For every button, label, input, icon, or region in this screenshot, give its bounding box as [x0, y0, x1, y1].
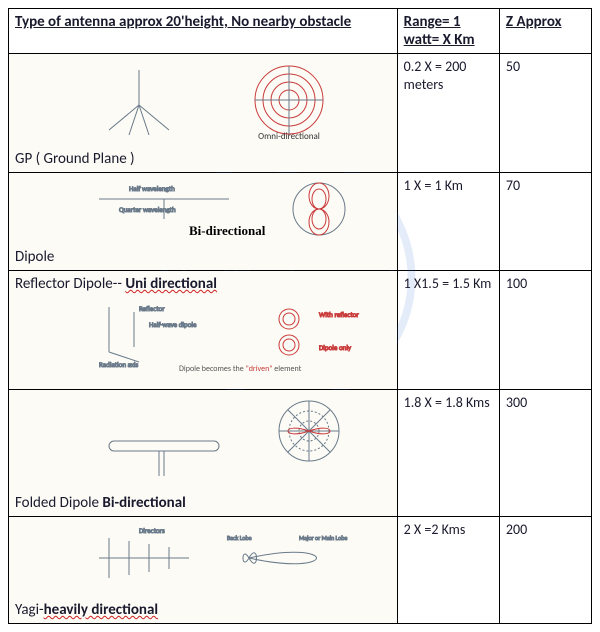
svg-text:Dipole becomes the "driven" el: Dipole becomes the "driven" element: [179, 364, 302, 374]
range-cell: 1 X = 1 Km: [397, 173, 499, 271]
svg-text:Dipole only: Dipole only: [319, 343, 352, 352]
svg-text:Directors: Directors: [139, 526, 165, 535]
diagram-reflector: Reflector Half-wave dipole Radiation axi…: [79, 297, 387, 365]
header-row: Type of antenna approx 20'height, No nea…: [9, 9, 592, 54]
z-cell: 300: [499, 390, 591, 517]
range-cell: 1 X1.5 = 1.5 Km: [397, 271, 499, 390]
table-wrap: Techno Type of antenna approx 20'height,…: [8, 8, 592, 624]
svg-text:Back Lobe: Back Lobe: [227, 534, 252, 542]
range-cell: 0.2 X = 200 meters: [397, 54, 499, 173]
z-cell: 100: [499, 271, 591, 390]
diagram-yagi: Directors Major or Main Lobe Back Lobe: [79, 523, 387, 599]
diagram-dipole: Half wavelength Quarter wavelength Bi-di…: [79, 179, 387, 246]
label-dipole: Dipole: [15, 248, 54, 266]
type-cell-folded: Folded Dipole Bi-directional: [9, 390, 398, 517]
label-yagi: Yagi-heavily directional: [15, 601, 158, 619]
type-cell-reflector: Reflector Dipole-- Uni directional Refle…: [9, 271, 398, 390]
svg-text:Radiation axis: Radiation axis: [99, 360, 139, 369]
diagram-folded: [79, 396, 387, 492]
table-row: Half wavelength Quarter wavelength Bi-di…: [9, 173, 592, 271]
header-type: Type of antenna approx 20'height, No nea…: [9, 9, 398, 54]
label-reflector: Reflector Dipole-- Uni directional: [15, 275, 217, 293]
type-cell-gp: Omni-directional GP ( Ground Plane ): [9, 54, 398, 173]
table-row: Directors Major or Main Lobe Back Lobe: [9, 517, 592, 624]
type-cell-yagi: Directors Major or Main Lobe Back Lobe: [9, 517, 398, 624]
range-cell: 2 X =2 Kms: [397, 517, 499, 624]
svg-text:Major or Main Lobe: Major or Main Lobe: [299, 534, 347, 542]
type-cell-dipole: Half wavelength Quarter wavelength Bi-di…: [9, 173, 398, 271]
diagram-tag-bi: Bi-directional: [189, 223, 266, 238]
z-cell: 200: [499, 517, 591, 624]
header-range: Range= 1 watt= X Km: [397, 9, 499, 54]
svg-text:Half-wave dipole: Half-wave dipole: [149, 320, 197, 329]
z-cell: 70: [499, 173, 591, 271]
diagram-gp: Omni-directional: [79, 60, 387, 148]
svg-text:Reflector: Reflector: [139, 304, 165, 313]
header-z: Z Approx: [499, 9, 591, 54]
diagram-tag-omni: Omni-directional: [258, 131, 320, 140]
table-row: Omni-directional GP ( Ground Plane ) 0.2…: [9, 54, 592, 173]
svg-text:With reflector: With reflector: [319, 310, 359, 319]
svg-text:Half wavelength: Half wavelength: [129, 184, 175, 193]
label-folded: Folded Dipole Bi-directional: [15, 494, 186, 512]
svg-text:Quarter wavelength: Quarter wavelength: [119, 205, 176, 214]
antenna-table: Type of antenna approx 20'height, No nea…: [8, 8, 592, 624]
table-row: Reflector Dipole-- Uni directional Refle…: [9, 271, 592, 390]
range-cell: 1.8 X = 1.8 Kms: [397, 390, 499, 517]
label-gp: GP ( Ground Plane ): [15, 150, 135, 168]
table-row: Folded Dipole Bi-directional 1.8 X = 1.8…: [9, 390, 592, 517]
z-cell: 50: [499, 54, 591, 173]
